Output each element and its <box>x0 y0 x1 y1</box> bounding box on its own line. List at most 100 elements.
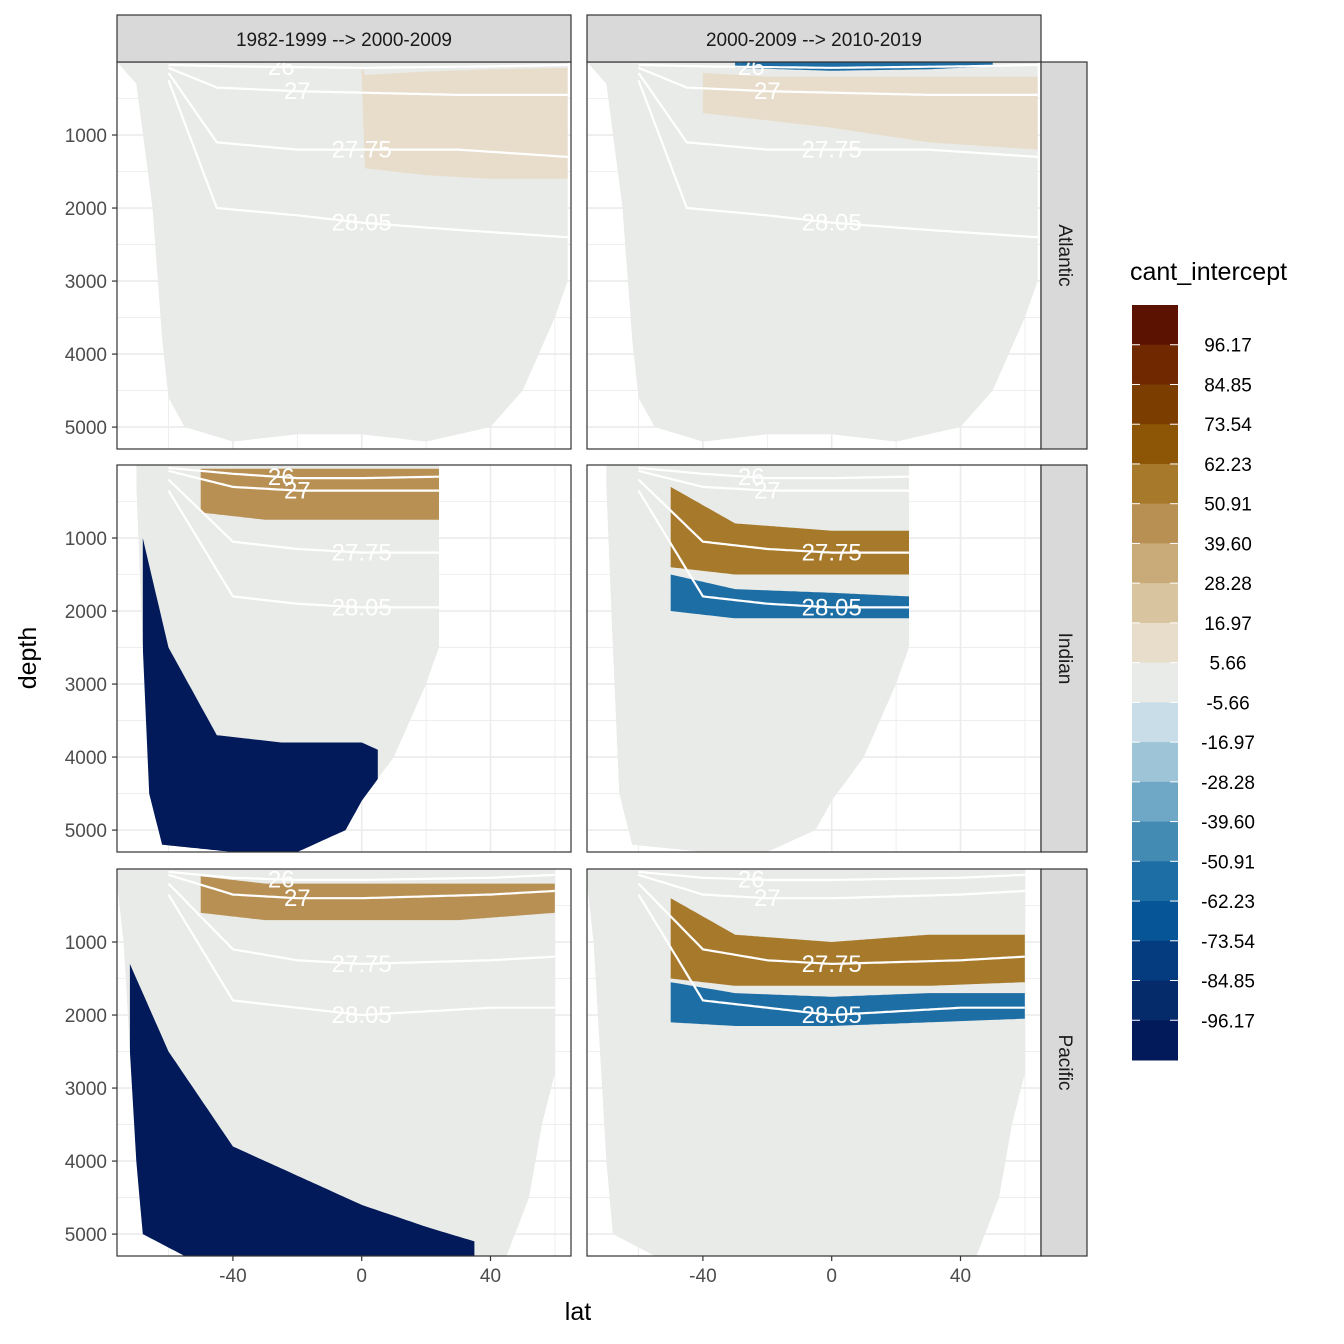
legend-swatch <box>1132 305 1178 346</box>
isopycnal-label: 27.75 <box>332 540 392 567</box>
isopycnal-line <box>637 882 1025 966</box>
x-tick-label: 0 <box>826 1266 837 1287</box>
isopycnal-label: 27.75 <box>802 951 862 978</box>
row-strip-label: Atlantic <box>1054 224 1075 286</box>
legend-label: 50.91 <box>1204 495 1252 516</box>
isopycnal-line <box>167 882 555 966</box>
column-strip-label: 1982-1999 --> 2000-2009 <box>236 30 452 51</box>
isopycnal-label: 28.05 <box>332 1002 392 1029</box>
isopycnal-line <box>168 466 439 480</box>
row-strip-label: Pacific <box>1054 1035 1075 1091</box>
ocean-section <box>117 869 555 1256</box>
x-tick-label: 40 <box>950 1266 971 1287</box>
legend-swatch <box>1132 463 1178 505</box>
isopycnal-label: 28.05 <box>332 594 392 621</box>
legend-swatch <box>1132 821 1178 862</box>
isopycnal-label: 27.75 <box>332 951 392 978</box>
legend-swatch <box>1132 940 1178 982</box>
legend-label: 5.66 <box>1210 654 1247 675</box>
anomaly-band <box>670 982 1025 1026</box>
isopycnal-line <box>168 63 568 69</box>
legend-label: -39.60 <box>1201 813 1255 834</box>
legend-label: -28.28 <box>1201 773 1255 794</box>
isopycnal-label: 27 <box>754 885 781 912</box>
isopycnal-label: 27.75 <box>802 137 862 164</box>
legend-label: 84.85 <box>1204 375 1252 396</box>
ocean-section <box>117 62 568 442</box>
legend-swatch <box>1132 583 1178 624</box>
ocean-section <box>587 62 1038 442</box>
y-tick-label: 5000 <box>65 821 107 842</box>
x-tick-label: 40 <box>480 1266 501 1287</box>
anomaly-band <box>361 64 568 179</box>
legend-label: 62.23 <box>1204 455 1252 476</box>
isopycnal-line <box>637 894 1025 1017</box>
y-tick-label: 5000 <box>65 418 107 439</box>
facet-strips: 1982-1999 --> 2000-2009 2000-2009 --> 201… <box>116 14 1088 1257</box>
isopycnal-line <box>637 79 1038 239</box>
legend-label: -73.54 <box>1201 932 1255 953</box>
axes: 1000 2000 3000 4000 5000 1000 2000 3000 4000 5000… <box>65 126 971 1287</box>
isopycnal-label: 27 <box>284 885 311 912</box>
row-strip <box>1040 868 1088 1257</box>
isopycnal-label: 27 <box>754 78 781 105</box>
panel-border <box>116 464 572 853</box>
y-tick-label: 2000 <box>65 1006 107 1027</box>
anomaly-band <box>200 468 439 520</box>
legend-swatch <box>1132 980 1178 1021</box>
legend-label: 73.54 <box>1204 415 1252 436</box>
panel-border <box>116 868 572 1257</box>
isopycnal-line <box>637 478 909 554</box>
isopycnal-line <box>638 469 909 492</box>
isopycnal-label: 28.05 <box>802 210 862 237</box>
y-tick-label: 1000 <box>65 126 107 147</box>
isopycnal-label: 27 <box>284 478 311 505</box>
y-tick-label: 3000 <box>65 1079 107 1100</box>
legend-swatch <box>1132 622 1178 664</box>
y-tick-label: 2000 <box>65 602 107 623</box>
row-strip <box>1040 464 1088 853</box>
y-tick-label: 1000 <box>65 529 107 550</box>
isopycnal-label: 27.75 <box>332 137 392 164</box>
isopycnal-line <box>638 66 1038 96</box>
ocean-section <box>587 869 1025 1256</box>
column-strip <box>586 14 1042 63</box>
legend-label: 28.28 <box>1204 574 1252 595</box>
legend-swatch <box>1132 861 1178 902</box>
isopycnal-line <box>167 478 439 554</box>
legend-swatch <box>1132 384 1178 425</box>
ocean-section <box>136 465 440 852</box>
isopycnal-line <box>638 873 1025 900</box>
isopycnal-line <box>168 870 555 882</box>
legend-swatch <box>1132 543 1178 584</box>
y-tick-label: 4000 <box>65 345 107 366</box>
legend: cant_intercept 96.17 84.85 73.54 62.23 50.91… <box>1130 258 1287 1061</box>
y-tick-label: 2000 <box>65 199 107 220</box>
legend-swatch <box>1132 742 1178 783</box>
isopycnal-label: 28.05 <box>802 594 862 621</box>
legend-label: -5.66 <box>1206 693 1249 714</box>
legend-swatch <box>1132 901 1178 942</box>
legend-label: -62.23 <box>1201 892 1255 913</box>
isopycnal-line <box>167 894 555 1017</box>
y-tick-label: 3000 <box>65 272 107 293</box>
isopycnal-label: 27.75 <box>802 540 862 567</box>
anomaly-band <box>129 963 475 1256</box>
isopycnal-line <box>168 66 568 96</box>
x-axis-title: lat <box>565 1298 591 1326</box>
column-strip-label: 2000-2009 --> 2010-2019 <box>706 30 922 51</box>
y-tick-label: 4000 <box>65 748 107 769</box>
panels-layer: 262727.7528.05262727.7528.05262727.7528.… <box>116 54 1042 1257</box>
legend-label: -84.85 <box>1201 972 1255 993</box>
isopycnal-line <box>167 490 439 609</box>
legend-label: 16.97 <box>1204 614 1252 635</box>
y-tick-label: 4000 <box>65 1152 107 1173</box>
legend-swatch <box>1132 662 1178 703</box>
y-axis-title: depth <box>14 627 42 690</box>
